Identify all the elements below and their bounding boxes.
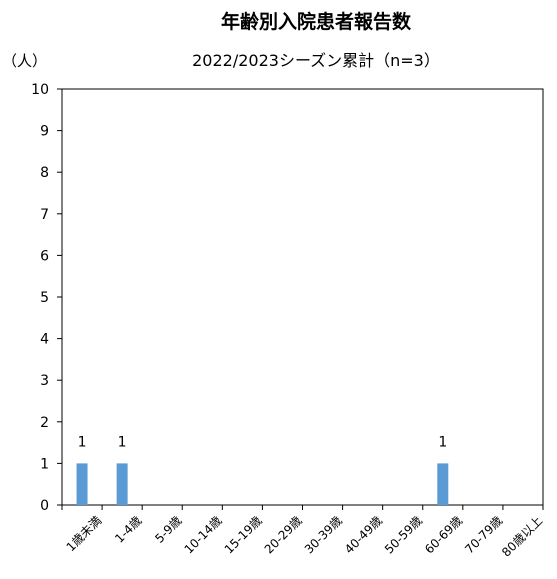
x-tick-label: 5-9歳 bbox=[152, 513, 184, 545]
x-tick-label: 40-49歳 bbox=[342, 513, 385, 556]
data-label: 1 bbox=[78, 434, 87, 450]
y-tick-label: 0 bbox=[40, 498, 49, 514]
plot-area: 0 1 2 3 4 5 6 7 8 9 10 1 1歳未満 1 1-4歳 5-9歳10-14歳15-19歳20… bbox=[31, 82, 545, 560]
x-tick-label: 80歳以上 bbox=[499, 513, 545, 559]
y-tick-label: 2 bbox=[40, 415, 49, 431]
chart-title: 年齢別入院患者報告数 bbox=[221, 10, 412, 33]
y-tick-label: 6 bbox=[40, 248, 49, 264]
y-tick-label: 10 bbox=[31, 82, 49, 98]
bar bbox=[437, 463, 449, 505]
x-tick-label: 15-19歳 bbox=[222, 513, 265, 556]
data-label: 1 bbox=[438, 434, 447, 450]
y-tick-label: 8 bbox=[40, 165, 49, 181]
x-tick-label: 50-59歳 bbox=[382, 513, 425, 556]
bar bbox=[76, 463, 88, 505]
x-tick-label: 10-14歳 bbox=[182, 513, 225, 556]
y-tick-label: 3 bbox=[40, 373, 49, 389]
plot-frame bbox=[61, 88, 544, 506]
x-tick-label: 1歳未満 bbox=[64, 513, 105, 554]
y-tick-label: 9 bbox=[40, 124, 49, 140]
bar bbox=[116, 463, 128, 505]
chart-subtitle: 2022/2023シーズン累計（n=3） bbox=[192, 51, 440, 70]
x-tick-label: 1-4歳 bbox=[112, 513, 144, 545]
data-label: 1 bbox=[118, 434, 127, 450]
y-tick-label: 4 bbox=[40, 332, 49, 348]
y-axis-unit-label: （人） bbox=[2, 52, 47, 70]
x-tick-label: 60-69歳 bbox=[422, 513, 465, 556]
y-tick-label: 1 bbox=[40, 456, 49, 472]
y-tick-label: 7 bbox=[40, 207, 49, 223]
y-tick-label: 5 bbox=[40, 290, 49, 306]
x-tick-label: 20-29歳 bbox=[262, 513, 305, 556]
x-tick-label: 30-39歳 bbox=[302, 513, 345, 556]
